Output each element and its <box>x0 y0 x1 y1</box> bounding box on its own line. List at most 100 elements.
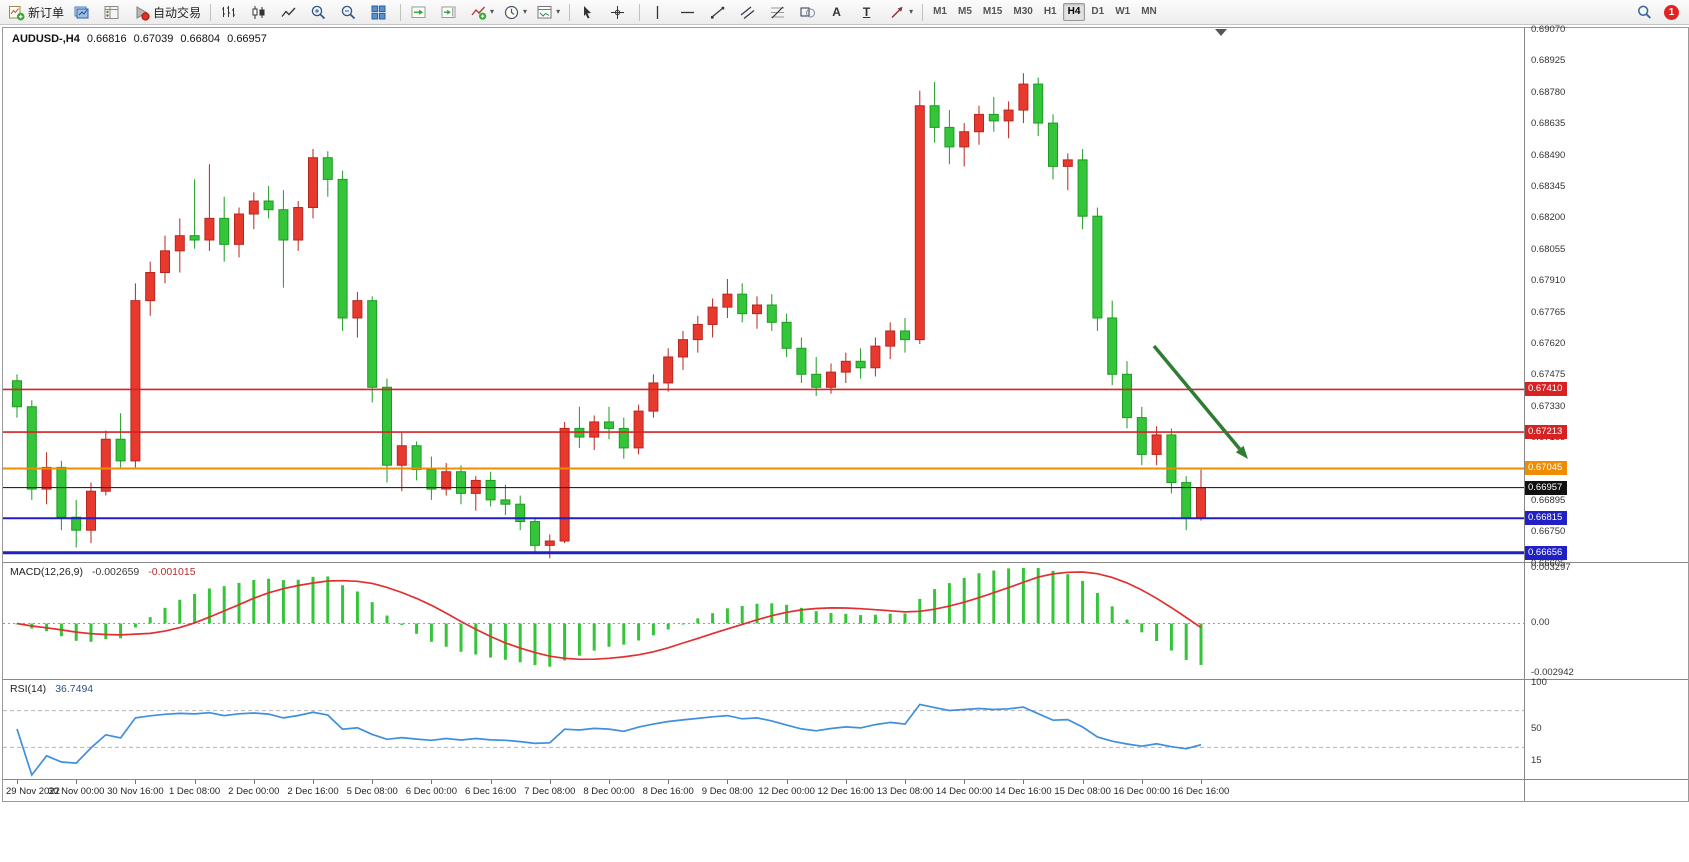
price-scale-label: 0.69070 <box>1531 23 1566 35</box>
toolbar-separator <box>569 3 571 21</box>
price-scale-label: 0.66605 <box>1531 557 1566 569</box>
candle <box>470 476 481 511</box>
chart-shift-icon <box>441 6 456 18</box>
timeframe-button-m1[interactable]: M1 <box>933 6 947 17</box>
candle <box>944 110 955 165</box>
time-axis-tick <box>17 780 18 784</box>
candle <box>1181 476 1192 531</box>
trendline-button[interactable] <box>705 1 734 24</box>
pane-separator[interactable] <box>3 562 1688 563</box>
candle <box>722 278 733 318</box>
candle <box>929 81 940 143</box>
macd-pane[interactable] <box>3 562 1524 679</box>
price-scale-label: 0.68780 <box>1531 86 1566 98</box>
candle <box>160 235 170 284</box>
candlestick-chart-icon <box>252 5 265 19</box>
timeframe-button-d1[interactable]: D1 <box>1091 6 1105 17</box>
time-axis-label: 8 Dec 00:00 <box>583 786 635 797</box>
auto-scroll-button[interactable] <box>406 1 435 24</box>
cursor-button[interactable] <box>575 1 604 24</box>
macd-scale-label: 0.00 <box>1531 617 1550 629</box>
candle <box>1048 114 1058 180</box>
candle <box>1077 149 1088 230</box>
candle <box>396 432 407 492</box>
main-chart-pane[interactable] <box>3 28 1524 562</box>
timeframe-button-h1[interactable]: H1 <box>1043 6 1057 17</box>
candle <box>100 430 111 496</box>
candle <box>308 149 318 219</box>
fibonacci-icon <box>771 6 785 18</box>
market-watch-button[interactable] <box>99 1 128 24</box>
time-axis-tick <box>76 780 78 784</box>
timeframe-button-m15[interactable]: M15 <box>982 6 1003 17</box>
chart-shift-marker[interactable] <box>1215 29 1227 36</box>
candle <box>145 261 156 316</box>
time-axis-tick <box>194 780 196 784</box>
label-button[interactable]: T <box>855 1 884 24</box>
time-axis-label: 30 Nov 00:00 <box>47 786 105 797</box>
arrows-button[interactable]: ▾ <box>885 1 917 24</box>
crosshair-icon <box>611 5 625 19</box>
candle <box>115 413 126 468</box>
candle <box>663 348 674 392</box>
candle <box>411 441 422 481</box>
search-button[interactable] <box>1632 1 1661 24</box>
line-chart-button[interactable] <box>276 1 305 24</box>
time-axis-label: 14 Dec 16:00 <box>995 786 1052 797</box>
autotrading-button[interactable]: 自动交易 <box>129 1 205 24</box>
time-axis-label: 16 Dec 00:00 <box>1113 786 1171 797</box>
ohlc-low: 0.66804 <box>180 33 221 45</box>
candle <box>737 283 748 323</box>
tile-windows-button[interactable] <box>366 1 395 24</box>
candlestick-chart-button[interactable] <box>246 1 275 24</box>
candle <box>293 201 304 251</box>
clock-icon <box>504 5 519 19</box>
time-axis-tick <box>1023 780 1025 784</box>
chart-symbol-period: AUDUSD-,H4 <box>12 33 80 45</box>
periods-button[interactable]: ▾ <box>499 1 531 24</box>
zoom-out-button[interactable] <box>336 1 365 24</box>
timeframe-button-m5[interactable]: M5 <box>958 6 972 17</box>
candle <box>41 452 52 505</box>
crosshair-button[interactable] <box>605 1 634 24</box>
indicators-button[interactable]: ▾ <box>466 1 498 24</box>
profiles-button[interactable] <box>69 1 98 24</box>
bar-chart-button[interactable] <box>216 1 245 24</box>
fibonacci-button[interactable] <box>765 1 794 24</box>
timeframe-button-h4[interactable]: H4 <box>1062 3 1086 21</box>
timeframe-button-mn[interactable]: MN <box>1141 6 1157 17</box>
candle <box>885 322 896 360</box>
trend-arrow-object[interactable] <box>1152 344 1242 451</box>
price-scale[interactable]: 0.69070 0.68925 0.68780 0.68635 0.68490 0.683… <box>1524 24 1687 801</box>
rsi-pane[interactable] <box>3 679 1524 779</box>
candle <box>426 456 437 500</box>
timeframe-button-w1[interactable]: W1 <box>1115 6 1131 17</box>
vertical-line-button[interactable] <box>645 1 674 24</box>
time-axis-label: 14 Dec 00:00 <box>935 786 993 797</box>
new-order-button[interactable]: 新订单 <box>4 1 68 24</box>
macd-value-main: -0.002659 <box>91 566 140 578</box>
candle <box>86 482 96 544</box>
rsi-label: RSI(14) <box>10 683 47 695</box>
dropdown-caret: ▾ <box>523 7 528 16</box>
pane-separator[interactable] <box>3 679 1688 680</box>
text-button[interactable]: A <box>825 1 854 24</box>
dropdown-caret: ▾ <box>909 7 914 16</box>
templates-button[interactable]: ▾ <box>532 1 564 24</box>
channel-button[interactable] <box>735 1 764 24</box>
shapes-button[interactable] <box>795 1 824 24</box>
candle <box>500 484 511 516</box>
time-axis[interactable]: 29 Nov 2022 30 Nov 00:00 30 Nov 16:00 1 Dec… <box>3 779 1524 801</box>
time-axis-label: 2 Dec 16:00 <box>287 786 339 797</box>
ohlc-high: 0.67039 <box>133 33 174 45</box>
notification-badge[interactable]: 1 <box>1664 4 1679 20</box>
horizontal-line-button[interactable] <box>675 1 704 24</box>
chart-shift-button[interactable] <box>436 1 465 24</box>
zoom-in-button[interactable] <box>306 1 335 24</box>
rsi-scale-label: 50 <box>1531 723 1542 734</box>
price-scale-label: 0.68490 <box>1531 149 1566 161</box>
toolbar-separator <box>210 3 212 21</box>
horizontal-line-icon <box>681 11 695 13</box>
timeframe-button-m30[interactable]: M30 <box>1013 6 1033 17</box>
candle <box>248 192 259 230</box>
